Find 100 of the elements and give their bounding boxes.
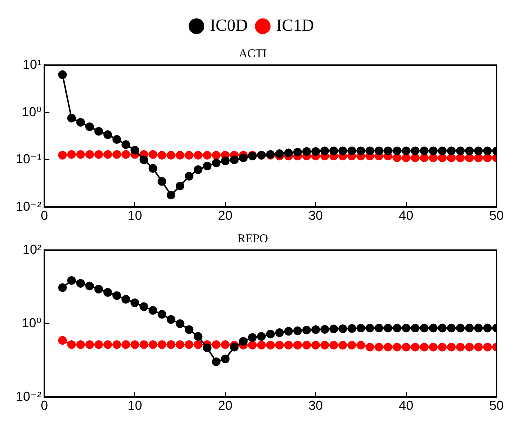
point [94, 340, 104, 350]
point [456, 154, 465, 162]
point [239, 337, 248, 346]
point [420, 154, 429, 162]
point [94, 285, 104, 294]
x-tick-label: 40 [399, 398, 414, 413]
point [58, 70, 68, 80]
point [302, 341, 312, 350]
point [483, 146, 492, 156]
point [330, 324, 338, 334]
point [166, 340, 176, 350]
point [176, 320, 185, 328]
point [76, 150, 86, 160]
point [447, 343, 456, 352]
point [465, 324, 474, 333]
point [257, 332, 266, 341]
point [221, 354, 230, 364]
point [266, 341, 276, 350]
x-tick-label: 0 [41, 398, 48, 413]
point [130, 340, 140, 350]
point [392, 343, 402, 352]
point [194, 166, 203, 174]
point [212, 358, 221, 366]
point [447, 146, 456, 156]
point [356, 341, 366, 350]
point [122, 150, 130, 160]
point [58, 151, 68, 160]
point [447, 324, 456, 333]
point [266, 330, 276, 339]
point [86, 340, 94, 350]
point [312, 341, 320, 350]
point [257, 341, 266, 350]
point [356, 146, 366, 156]
x-tick-label: 30 [308, 398, 324, 413]
point [402, 343, 411, 352]
point [312, 147, 320, 156]
point [112, 340, 122, 350]
point [392, 146, 402, 156]
point [166, 151, 176, 160]
point [348, 146, 356, 156]
point [203, 344, 212, 352]
y-tick-label: 10⁰ [22, 104, 42, 120]
point [465, 146, 474, 156]
point [384, 343, 393, 352]
point [86, 150, 94, 160]
x-tick-label: 50 [490, 398, 504, 413]
point [420, 324, 429, 333]
point [112, 150, 122, 160]
point [411, 324, 420, 333]
x-tick-label: 10 [128, 398, 142, 413]
point [67, 114, 76, 123]
point [122, 340, 130, 350]
point [86, 282, 94, 291]
point [465, 343, 474, 352]
point [411, 146, 420, 156]
point [76, 279, 86, 288]
point [158, 340, 167, 350]
y-tick-label: 10² [22, 242, 42, 257]
point [411, 154, 420, 162]
point [58, 336, 68, 346]
point [184, 325, 194, 334]
point [447, 154, 456, 162]
x-tick-label: 20 [218, 208, 233, 223]
point [104, 130, 112, 140]
point [293, 341, 302, 350]
point [483, 343, 492, 352]
point [312, 325, 320, 334]
point [402, 324, 411, 333]
point [184, 340, 194, 350]
point [230, 156, 239, 164]
point [158, 310, 167, 319]
point [67, 150, 76, 160]
point [184, 151, 194, 160]
point [112, 135, 122, 144]
point [275, 328, 284, 338]
point [212, 158, 221, 168]
point [94, 127, 104, 136]
point [392, 154, 402, 162]
point [58, 283, 68, 292]
point [212, 340, 221, 350]
point [465, 154, 474, 162]
point [384, 324, 393, 333]
point [148, 164, 158, 173]
point [338, 146, 348, 156]
point [203, 162, 212, 171]
point [104, 288, 112, 297]
point [456, 343, 465, 352]
point [104, 340, 112, 350]
point [130, 298, 140, 308]
y-tick-label: 10⁻² [16, 388, 42, 404]
point [330, 341, 338, 350]
point [411, 343, 420, 352]
point [140, 302, 148, 312]
point [429, 154, 438, 162]
point [293, 326, 302, 336]
point [248, 341, 257, 350]
point [67, 340, 76, 350]
point [158, 151, 167, 160]
point [338, 341, 348, 350]
point [348, 341, 356, 350]
